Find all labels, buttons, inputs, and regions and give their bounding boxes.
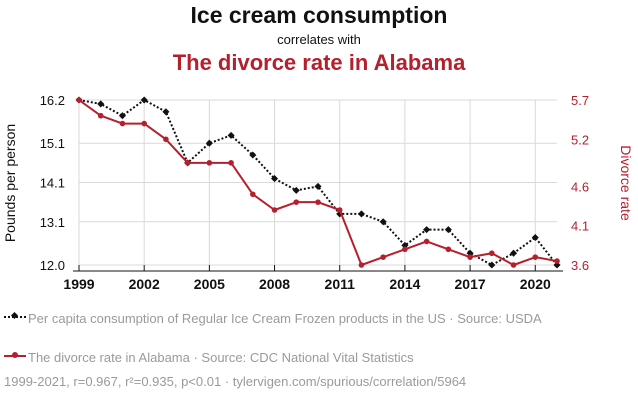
ice-cream-point xyxy=(379,218,387,226)
ice-cream-point xyxy=(292,186,300,194)
right-tick-label: 5.7 xyxy=(571,93,589,108)
x-tick-label: 2020 xyxy=(520,276,551,292)
divorce-point xyxy=(141,120,147,127)
divorce-point xyxy=(250,191,256,198)
left-tick-label: 12.0 xyxy=(40,258,65,273)
x-tick-label: 2008 xyxy=(259,276,290,292)
right-axis: 3.6 4.1 4.6 5.2 5.7 xyxy=(571,93,589,273)
divorce-point xyxy=(402,246,408,253)
divorce-point xyxy=(206,160,213,166)
left-axis-label: Pounds per person xyxy=(2,124,18,242)
x-tick-label: 1999 xyxy=(63,276,94,292)
ice-cream-point xyxy=(162,108,170,116)
left-tick-label: 13.1 xyxy=(40,215,65,230)
series-group xyxy=(75,96,561,269)
ice-cream-point xyxy=(227,131,235,139)
left-tick-label: 15.1 xyxy=(40,136,65,151)
divorce-point xyxy=(119,120,126,127)
ice-cream-point xyxy=(97,100,105,108)
divorce-point xyxy=(489,250,495,257)
x-tick-label: 2017 xyxy=(455,276,486,292)
ice-cream-point xyxy=(531,233,539,242)
divorce-point xyxy=(336,207,343,213)
left-axis: 12.0 13.1 14.1 15.1 16.2 xyxy=(40,93,65,273)
x-tick-label: 2002 xyxy=(129,276,160,292)
right-tick-label: 4.1 xyxy=(571,219,589,234)
left-tick-label: 14.1 xyxy=(40,176,65,191)
right-tick-label: 4.6 xyxy=(571,179,589,194)
divorce-point xyxy=(293,199,300,205)
divorce-point xyxy=(358,262,365,268)
divorce-point xyxy=(271,207,278,213)
right-tick-label: 5.2 xyxy=(571,132,589,147)
ice-cream-point xyxy=(205,139,213,147)
ice-cream-point xyxy=(314,182,322,190)
divorce-point xyxy=(97,112,104,119)
legend-label-divorce: The divorce rate in Alabama · Source: CD… xyxy=(28,350,414,365)
ice-cream-point xyxy=(140,96,148,104)
legend-item-divorce: The divorce rate in Alabama · Source: CD… xyxy=(4,349,414,366)
dotted-line-swatch-icon xyxy=(4,315,26,318)
ice-cream-point xyxy=(423,226,431,234)
right-axis-label: Divorce rate xyxy=(618,145,634,221)
ice-cream-point xyxy=(488,261,496,269)
divorce-point xyxy=(163,136,169,143)
divorce-point xyxy=(423,238,430,245)
ice-cream-point xyxy=(271,175,279,183)
chart-subtitle: correlates with xyxy=(277,32,361,47)
divorce-point xyxy=(228,160,234,166)
chart-title-2: The divorce rate in Alabama xyxy=(172,50,466,75)
ice-cream-point xyxy=(249,151,257,159)
right-tick-label: 3.6 xyxy=(571,258,589,273)
x-axis: 1999 2002 2005 2008 2011 2014 2017 2020 xyxy=(63,265,563,292)
solid-line-swatch-icon xyxy=(4,351,26,358)
divorce-point xyxy=(445,246,452,253)
divorce-point xyxy=(510,262,517,268)
divorce-point xyxy=(532,254,539,260)
ice-cream-point xyxy=(444,226,452,234)
divorce-point xyxy=(315,199,321,205)
x-tick-label: 2005 xyxy=(194,276,225,292)
gridlines xyxy=(78,99,557,266)
x-tick-label: 2011 xyxy=(325,276,356,292)
chart-title: Ice cream consumption xyxy=(190,2,448,28)
stats-footer: 1999-2021, r=0.967, r²=0.935, p<0.01 · t… xyxy=(4,374,467,389)
ice-cream-point xyxy=(357,210,365,218)
left-tick-label: 16.2 xyxy=(40,93,65,108)
divorce-point xyxy=(467,254,473,260)
chart-area: 1999 2002 2005 2008 2011 2014 2017 2020 12.0 13.… xyxy=(2,93,634,292)
divorce-point xyxy=(554,258,560,264)
divorce-point xyxy=(76,97,82,103)
x-tick-label: 2014 xyxy=(389,276,420,292)
divorce-point xyxy=(184,160,191,166)
ice-cream-point xyxy=(118,112,126,120)
legend-item-ice-cream: Per capita consumption of Regular Ice Cr… xyxy=(4,310,629,327)
divorce-point xyxy=(380,254,386,260)
legend-label-ice-cream: Per capita consumption of Regular Ice Cr… xyxy=(28,311,542,326)
